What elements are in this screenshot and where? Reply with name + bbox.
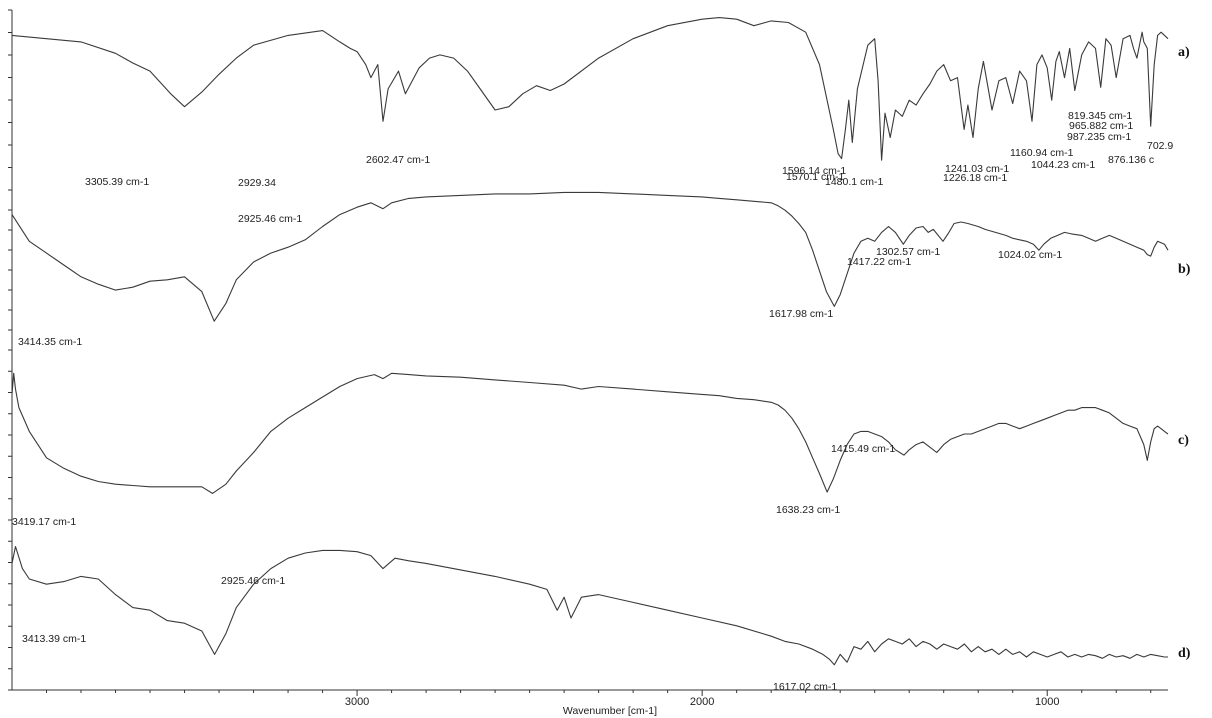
peak-label: 2925.46 cm-1 (238, 213, 302, 225)
axis-layer: 3000 2000 1000 (8, 9, 1168, 708)
peak-label: 1570.1 cm-1 (786, 171, 845, 183)
spectrum-line-3 (11, 372, 1169, 494)
peak-label: 1617.98 cm-1 (769, 308, 833, 320)
peak-label: 3305.39 cm-1 (85, 176, 149, 188)
x-tick-label: 3000 (345, 696, 369, 708)
peak-label: 1480.1 cm-1 (825, 176, 884, 188)
peak-label: 1226.18 cm-1 (943, 172, 1007, 184)
panel-label: c) (1178, 433, 1189, 448)
spectrum-line-2 (11, 191, 1169, 322)
peak-label: 1617.02 cm-1 (773, 681, 837, 693)
peak-label-layer: 3305.39 cm-1 2929.34 2602.47 cm-1 1596.14 c… (12, 110, 1173, 693)
peak-label: 1241.03 cm-1 (945, 163, 1009, 175)
spectrum-line-1 (11, 17, 1169, 161)
peak-label: 2925.46 cm-1 (221, 575, 285, 587)
peak-label: 1638.23 cm-1 (776, 504, 840, 516)
panel-label: b) (1178, 262, 1191, 277)
peak-label: 1596.14 cm-1 (782, 165, 846, 177)
panel-label: d) (1178, 646, 1191, 661)
x-tick-label: 1000 (1035, 696, 1059, 708)
peak-label: 2602.47 cm-1 (366, 154, 430, 166)
peak-label: 965.882 cm-1 (1069, 120, 1133, 132)
peak-label: 3413.39 cm-1 (22, 633, 86, 645)
peak-label: 2929.34 (238, 177, 276, 189)
peak-label: 1160.94 cm-1 (1010, 147, 1074, 159)
peak-label: 1024.02 cm-1 (998, 249, 1062, 261)
peak-label: 3414.35 cm-1 (18, 336, 82, 348)
peak-label: 1044.23 cm-1 (1031, 159, 1095, 171)
spectra-layer: a) b) c) d) (11, 17, 1191, 666)
peak-label: 1415.49 cm-1 (831, 443, 895, 455)
x-axis-title: Wavenumber [cm-1] (563, 705, 657, 717)
x-tick-label: 2000 (690, 696, 714, 708)
panel-label: a) (1178, 45, 1190, 60)
peak-label: 702.9 (1147, 140, 1173, 152)
peak-label: 1417.22 cm-1 (847, 256, 911, 268)
spectrum-line-4 (11, 545, 1168, 666)
peak-label: 3419.17 cm-1 (12, 516, 76, 528)
peak-label: 1302.57 cm-1 (876, 246, 940, 258)
peak-label: 876.136 c (1108, 154, 1154, 166)
peak-label: 819.345 cm-1 (1068, 110, 1132, 122)
peak-label: 987.235 cm-1 (1067, 131, 1131, 143)
